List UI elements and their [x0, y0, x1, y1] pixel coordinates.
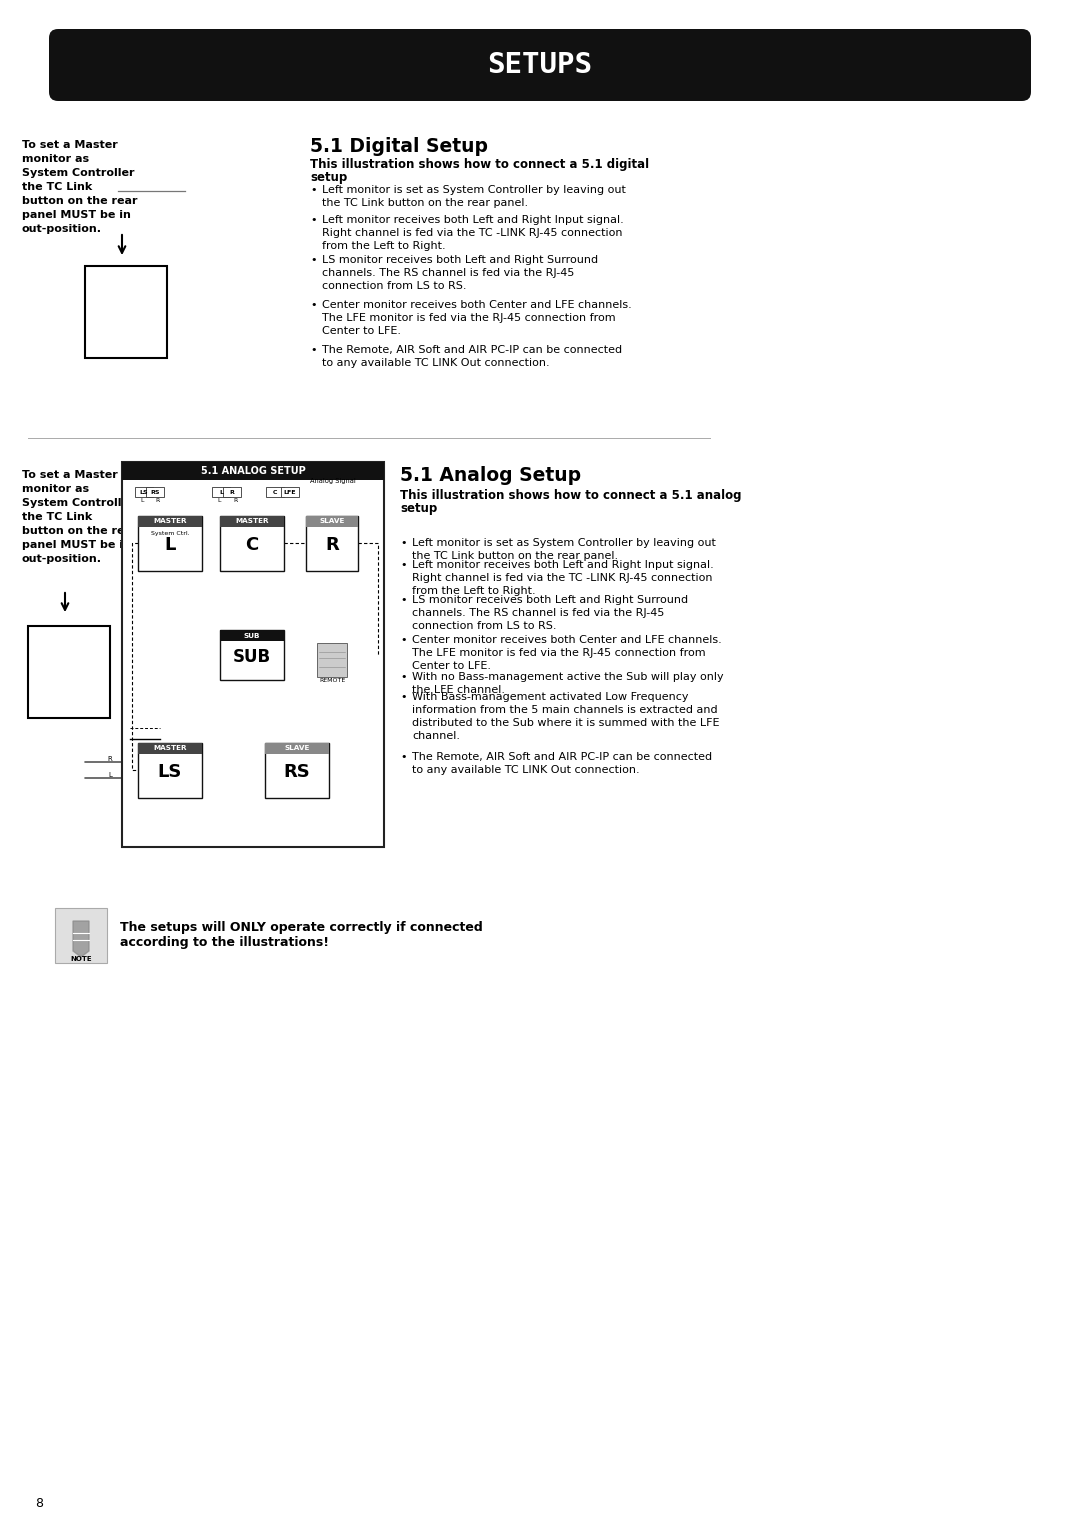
- Bar: [85, 266, 167, 357]
- Text: •: •: [400, 596, 406, 605]
- Text: REMOTE: REMOTE: [319, 678, 346, 683]
- Text: This illustration shows how to connect a 5.1 digital: This illustration shows how to connect a…: [310, 157, 649, 171]
- Bar: [138, 742, 202, 753]
- Text: LFE: LFE: [284, 490, 296, 495]
- Bar: [306, 516, 357, 571]
- Bar: [266, 487, 284, 496]
- Text: To set a Master
monitor as
System Controller
the TC Link
button on the rear
pane: To set a Master monitor as System Contro…: [22, 140, 137, 234]
- Text: •: •: [310, 185, 316, 195]
- Bar: [122, 463, 384, 847]
- Text: 5.1 Digital Setup: 5.1 Digital Setup: [310, 137, 488, 156]
- Bar: [220, 631, 284, 680]
- Text: System Ctrl.: System Ctrl.: [151, 531, 189, 536]
- Text: L: L: [219, 490, 222, 495]
- Text: •: •: [310, 299, 316, 310]
- Text: •: •: [310, 345, 316, 354]
- Text: C: C: [273, 490, 278, 495]
- Text: MASTER: MASTER: [235, 518, 269, 524]
- Bar: [212, 487, 230, 496]
- Bar: [138, 516, 202, 571]
- Text: L: L: [164, 536, 176, 554]
- Text: C: C: [245, 536, 258, 554]
- Text: LS: LS: [139, 490, 148, 495]
- Polygon shape: [73, 921, 89, 957]
- Bar: [135, 487, 153, 496]
- Bar: [28, 626, 110, 718]
- Text: The setups will ONLY operate correctly if connected: The setups will ONLY operate correctly i…: [120, 921, 483, 935]
- Text: L: L: [140, 498, 144, 502]
- Text: setup: setup: [400, 502, 437, 515]
- Text: SLAVE: SLAVE: [284, 745, 310, 751]
- Text: R: R: [156, 498, 160, 502]
- Text: •: •: [400, 635, 406, 644]
- Text: TC LINK (RJ-45): TC LINK (RJ-45): [163, 727, 210, 731]
- Bar: [281, 487, 299, 496]
- Text: setup: setup: [310, 171, 348, 183]
- Bar: [220, 631, 284, 641]
- Text: Left monitor receives both Left and Right Input signal.
Right channel is fed via: Left monitor receives both Left and Righ…: [411, 560, 714, 596]
- Text: With Bass-management activated Low Frequency
information from the 5 main channel: With Bass-management activated Low Frequ…: [411, 692, 719, 741]
- Text: R: R: [325, 536, 339, 554]
- Text: SETUPS: SETUPS: [487, 50, 593, 79]
- Bar: [122, 463, 384, 479]
- Bar: [138, 742, 202, 797]
- Text: MASTER: MASTER: [153, 518, 187, 524]
- Text: •: •: [400, 538, 406, 548]
- Text: 5.1 ANALOG SETUP: 5.1 ANALOG SETUP: [201, 466, 306, 476]
- Text: The Remote, AIR Soft and AIR PC-IP can be connected
to any available TC LINK Out: The Remote, AIR Soft and AIR PC-IP can b…: [411, 751, 712, 776]
- Text: LS monitor receives both Left and Right Surround
channels. The RS channel is fed: LS monitor receives both Left and Right …: [322, 255, 598, 292]
- Text: The Remote, AIR Soft and AIR PC-IP can be connected
to any available TC LINK Out: The Remote, AIR Soft and AIR PC-IP can b…: [322, 345, 622, 368]
- Text: RS: RS: [150, 490, 160, 495]
- Text: MASTER: MASTER: [153, 745, 187, 751]
- Text: •: •: [310, 255, 316, 266]
- Text: L: L: [217, 498, 220, 502]
- Text: Left monitor is set as System Controller by leaving out
the TC Link button on th: Left monitor is set as System Controller…: [322, 185, 626, 208]
- Text: Center monitor receives both Center and LFE channels.
The LFE monitor is fed via: Center monitor receives both Center and …: [322, 299, 632, 336]
- Text: LS monitor receives both Left and Right Surround
channels. The RS channel is fed: LS monitor receives both Left and Right …: [411, 596, 688, 631]
- Bar: [220, 516, 284, 571]
- Bar: [265, 742, 329, 797]
- Text: Signal Cable: Signal Cable: [163, 736, 202, 741]
- Text: L: L: [108, 773, 112, 777]
- Text: NOTE: NOTE: [70, 956, 92, 962]
- Bar: [146, 487, 164, 496]
- Text: Analog Signal: Analog Signal: [310, 478, 355, 484]
- Text: •: •: [310, 215, 316, 224]
- Text: 8: 8: [35, 1496, 43, 1510]
- Text: Left monitor is set as System Controller by leaving out
the TC Link button on th: Left monitor is set as System Controller…: [411, 538, 716, 560]
- Text: 5.1 Analog Setup: 5.1 Analog Setup: [400, 466, 581, 486]
- Bar: [306, 516, 357, 527]
- Bar: [138, 516, 202, 527]
- Text: SUB: SUB: [233, 647, 271, 666]
- Text: SUB: SUB: [244, 632, 260, 638]
- Text: R: R: [230, 490, 234, 495]
- FancyBboxPatch shape: [49, 29, 1031, 101]
- Text: Left monitor receives both Left and Right Input signal.
Right channel is fed via: Left monitor receives both Left and Righ…: [322, 215, 624, 250]
- Bar: [318, 643, 347, 676]
- Text: RS: RS: [284, 764, 310, 780]
- Text: With no Bass-management active the Sub will play only
the LFE channel.: With no Bass-management active the Sub w…: [411, 672, 724, 695]
- Text: •: •: [400, 560, 406, 570]
- Text: •: •: [400, 692, 406, 702]
- Text: according to the illustrations!: according to the illustrations!: [120, 936, 329, 948]
- Text: This illustration shows how to connect a 5.1 analog: This illustration shows how to connect a…: [400, 489, 742, 502]
- Bar: [265, 742, 329, 753]
- Text: Center monitor receives both Center and LFE channels.
The LFE monitor is fed via: Center monitor receives both Center and …: [411, 635, 721, 670]
- Text: LS: LS: [158, 764, 183, 780]
- Text: R: R: [108, 756, 112, 762]
- Bar: [222, 487, 241, 496]
- Text: •: •: [400, 751, 406, 762]
- Text: SLAVE: SLAVE: [320, 518, 345, 524]
- Bar: [55, 909, 107, 964]
- Text: R: R: [233, 498, 238, 502]
- Bar: [220, 516, 284, 527]
- Text: •: •: [400, 672, 406, 683]
- Text: To set a Master
monitor as
System Controller
the TC Link
button on the rear
pane: To set a Master monitor as System Contro…: [22, 470, 137, 563]
